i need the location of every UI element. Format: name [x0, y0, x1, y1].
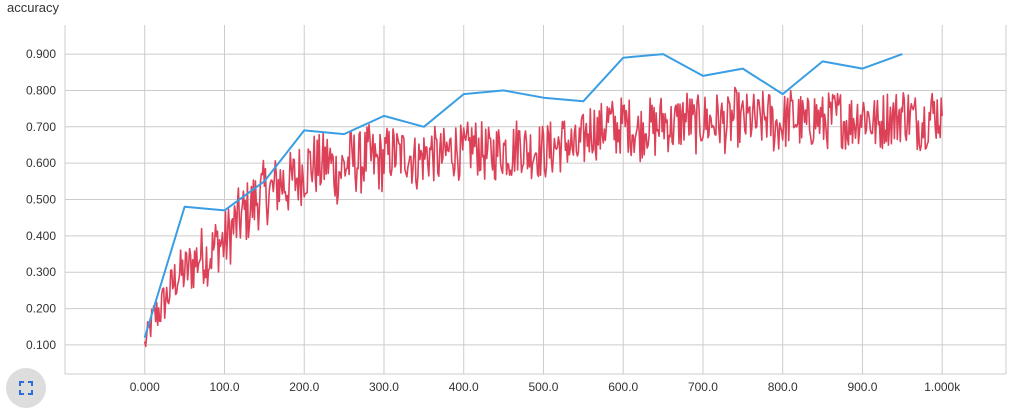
x-tick-label: 800.0 — [768, 380, 798, 394]
y-tick-label: 0.700 — [26, 120, 56, 134]
grid — [64, 25, 1007, 375]
x-tick-label: 1.000k — [924, 380, 961, 394]
x-axis-ticks: 0.000 100.0 200.0 300.0 400.0 500.0 600.0 700.0… — [130, 380, 961, 394]
x-tick-label: 700.0 — [688, 380, 718, 394]
fullscreen-expand-icon — [19, 381, 33, 395]
x-tick-label: 600.0 — [608, 380, 638, 394]
y-tick-label: 0.800 — [26, 83, 56, 97]
x-tick-label: 100.0 — [209, 380, 239, 394]
y-tick-label: 0.100 — [26, 338, 56, 352]
expand-chart-button[interactable] — [6, 368, 46, 408]
x-tick-label: 500.0 — [528, 380, 558, 394]
x-tick-label: 900.0 — [847, 380, 877, 394]
y-tick-label: 0.400 — [26, 229, 56, 243]
series-line-red — [143, 86, 943, 348]
y-axis-ticks: 0.100 0.200 0.300 0.400 0.500 0.600 0.700 0.800… — [26, 47, 56, 352]
y-tick-label: 0.200 — [26, 302, 56, 316]
y-tick-label: 0.600 — [26, 156, 56, 170]
x-tick-label: 200.0 — [289, 380, 319, 394]
x-tick-label: 400.0 — [449, 380, 479, 394]
x-tick-label: 300.0 — [369, 380, 399, 394]
x-tick-label: 0.000 — [130, 380, 160, 394]
series-line-blue — [143, 53, 903, 338]
chart-title: accuracy — [7, 0, 60, 15]
y-tick-label: 0.300 — [26, 265, 56, 279]
y-tick-label: 0.900 — [26, 47, 56, 61]
y-tick-label: 0.500 — [26, 193, 56, 207]
series-lines — [143, 53, 943, 348]
